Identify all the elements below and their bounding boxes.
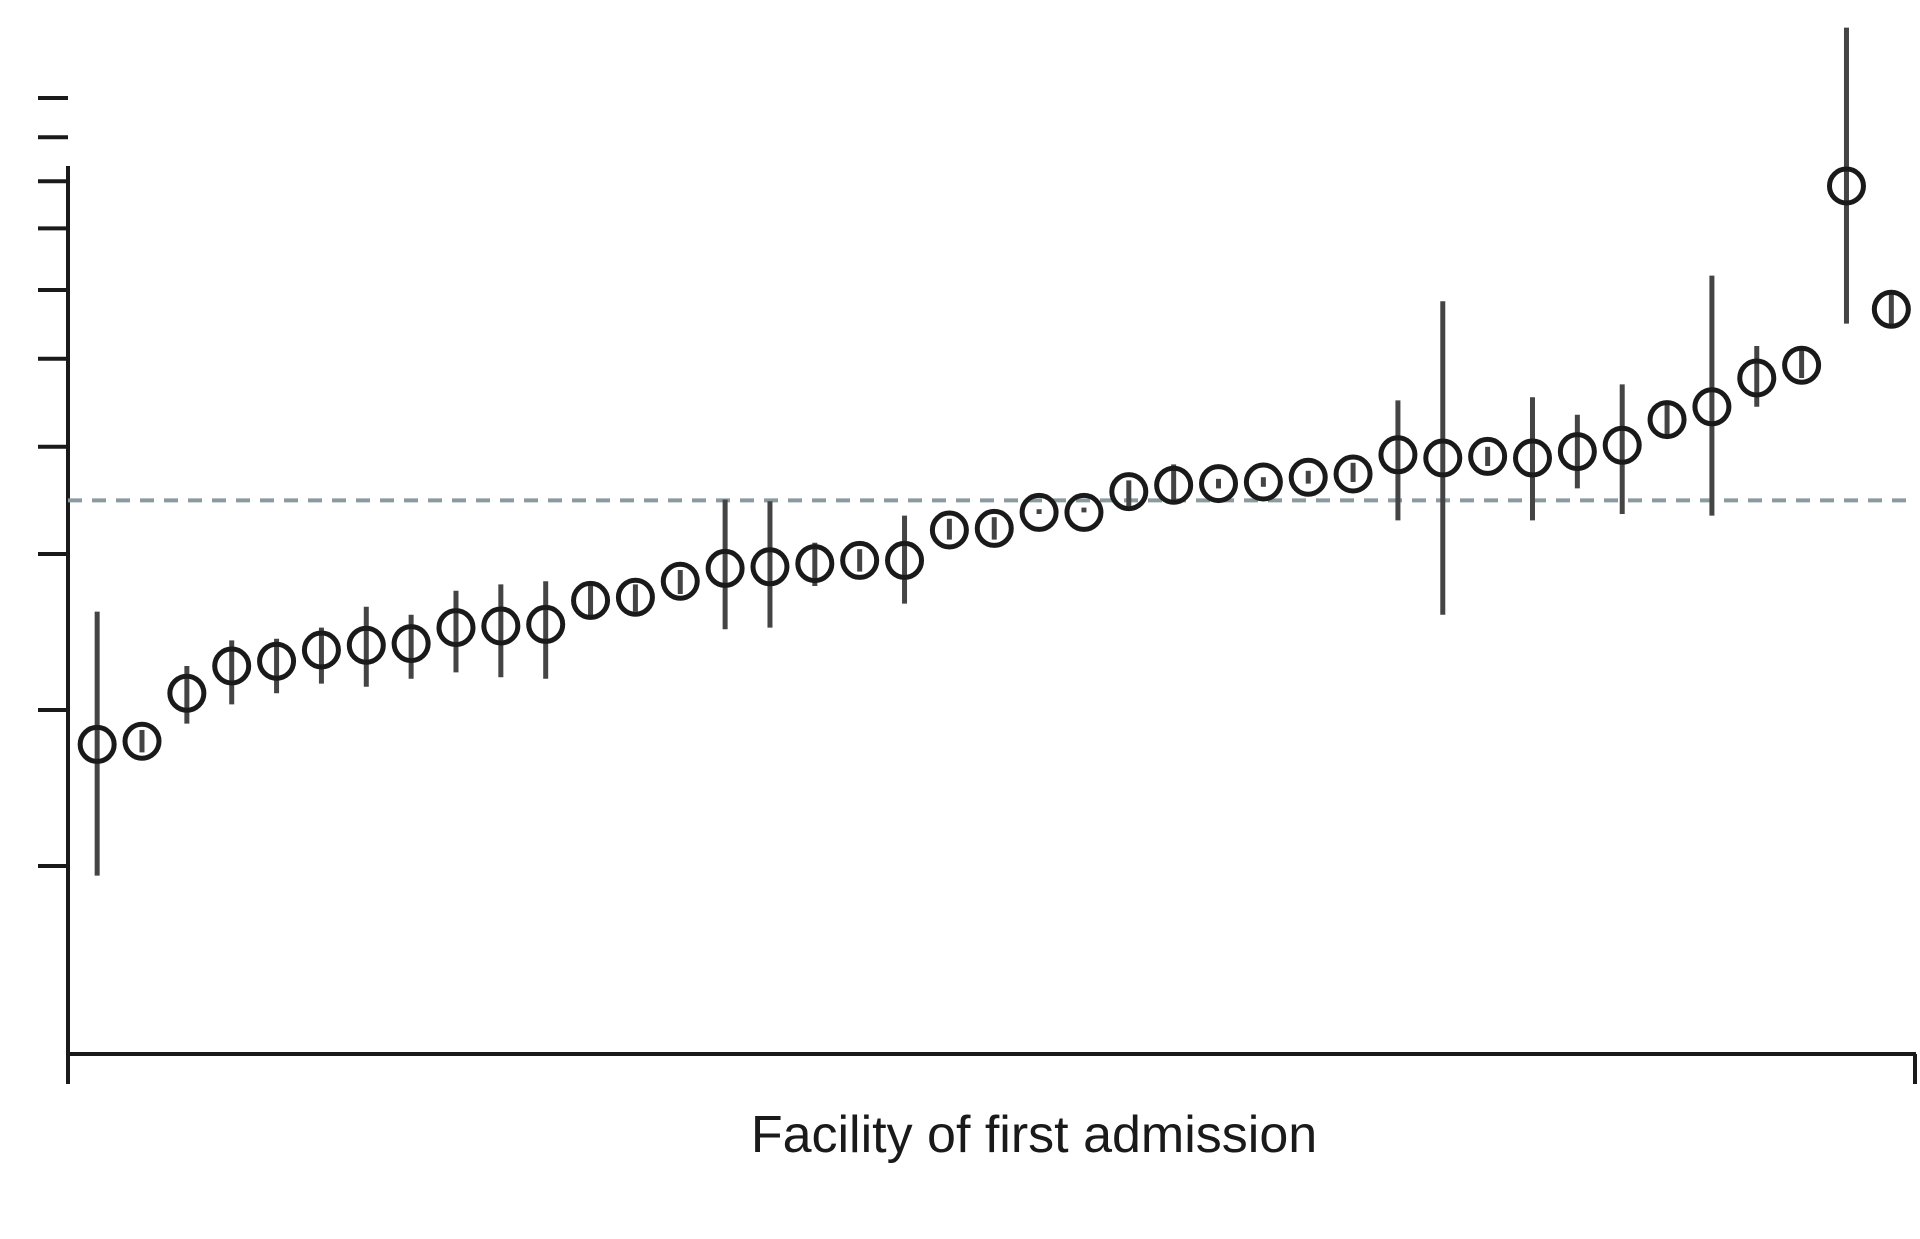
data-point bbox=[1064, 492, 1104, 532]
data-point bbox=[1826, 166, 1866, 206]
data-point bbox=[391, 624, 431, 664]
data-point bbox=[1557, 432, 1597, 472]
data-point bbox=[750, 547, 790, 587]
data-point bbox=[1871, 289, 1911, 329]
axes bbox=[38, 96, 1917, 1084]
data-point bbox=[1647, 400, 1687, 440]
data-point bbox=[1692, 387, 1732, 427]
data-point bbox=[705, 548, 745, 588]
data-point bbox=[1512, 438, 1552, 478]
data-point bbox=[929, 510, 969, 550]
data-point bbox=[1199, 464, 1239, 504]
data-point bbox=[1378, 435, 1418, 475]
data-point bbox=[481, 606, 521, 646]
data-point bbox=[885, 540, 925, 580]
error-bars bbox=[94, 27, 1894, 876]
data-point bbox=[122, 721, 162, 761]
data-point bbox=[301, 630, 341, 670]
data-point bbox=[1737, 358, 1777, 398]
data-point bbox=[1288, 457, 1328, 497]
data-points bbox=[77, 166, 1911, 764]
x-axis-label: Facility of first admission bbox=[751, 1106, 1317, 1164]
data-point bbox=[615, 577, 655, 617]
data-point bbox=[974, 508, 1014, 548]
data-point bbox=[1109, 472, 1149, 512]
data-point bbox=[257, 641, 297, 681]
data-point bbox=[167, 673, 207, 713]
data-point bbox=[660, 561, 700, 601]
data-point bbox=[436, 608, 476, 648]
data-point bbox=[571, 580, 611, 620]
data-point bbox=[1243, 462, 1283, 502]
data-point bbox=[1602, 425, 1642, 465]
data-point bbox=[840, 540, 880, 580]
data-point bbox=[1782, 345, 1822, 385]
data-point bbox=[346, 625, 386, 665]
data-point bbox=[1019, 492, 1059, 532]
data-point bbox=[1333, 454, 1373, 494]
data-point bbox=[1423, 438, 1463, 478]
data-point bbox=[212, 646, 252, 686]
data-point bbox=[77, 724, 117, 764]
data-point bbox=[1154, 465, 1194, 505]
data-point bbox=[1468, 436, 1508, 476]
data-point bbox=[795, 544, 835, 584]
data-point bbox=[526, 604, 566, 644]
